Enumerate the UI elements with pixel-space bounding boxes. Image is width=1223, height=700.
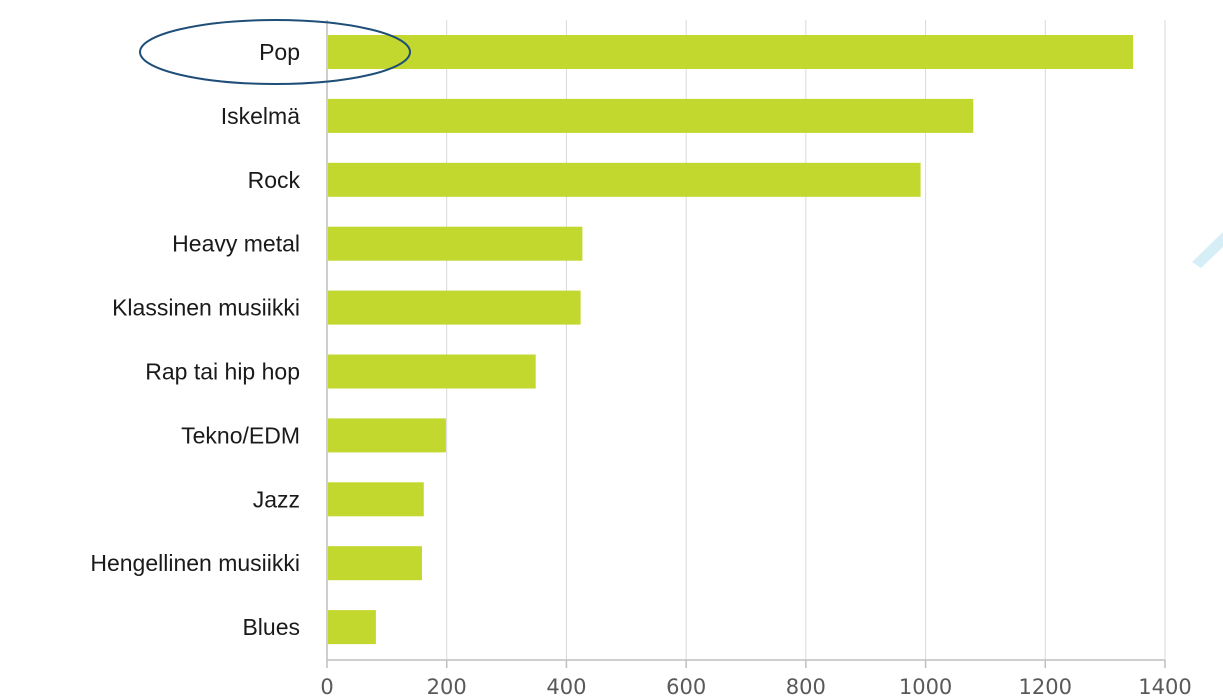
category-label: Jazz xyxy=(253,486,300,512)
x-tick-label: 200 xyxy=(427,675,467,699)
category-label: Rock xyxy=(248,167,301,193)
bar-3 xyxy=(328,226,583,261)
decorative-stripe xyxy=(1192,232,1223,268)
category-label: Pop xyxy=(259,39,300,65)
category-label: Tekno/EDM xyxy=(181,422,300,448)
x-tick-label: 600 xyxy=(666,675,706,699)
category-label: Heavy metal xyxy=(172,231,300,257)
x-tick-label: 1000 xyxy=(899,675,952,699)
highlight-ellipse xyxy=(139,19,411,85)
bar-4 xyxy=(328,290,581,325)
category-label: Iskelmä xyxy=(221,103,300,129)
category-label: Rap tai hip hop xyxy=(145,359,300,385)
x-tick-label: 0 xyxy=(320,675,333,699)
category-label: Klassinen musiikki xyxy=(112,295,300,321)
category-label: Hengellinen musiikki xyxy=(90,550,300,576)
bar-0 xyxy=(328,35,1134,69)
x-tick-label: 1200 xyxy=(1019,675,1072,699)
bar-5 xyxy=(328,354,536,389)
bar-6 xyxy=(328,418,446,453)
x-tick-label: 400 xyxy=(546,675,586,699)
x-tick-label: 800 xyxy=(786,675,826,699)
bar-9 xyxy=(328,610,376,645)
x-tick-label: 1400 xyxy=(1138,675,1191,699)
category-label: Blues xyxy=(242,614,300,640)
bar-8 xyxy=(328,546,422,581)
bar-7 xyxy=(328,482,424,517)
bar-2 xyxy=(328,162,921,197)
bar-1 xyxy=(328,98,974,133)
